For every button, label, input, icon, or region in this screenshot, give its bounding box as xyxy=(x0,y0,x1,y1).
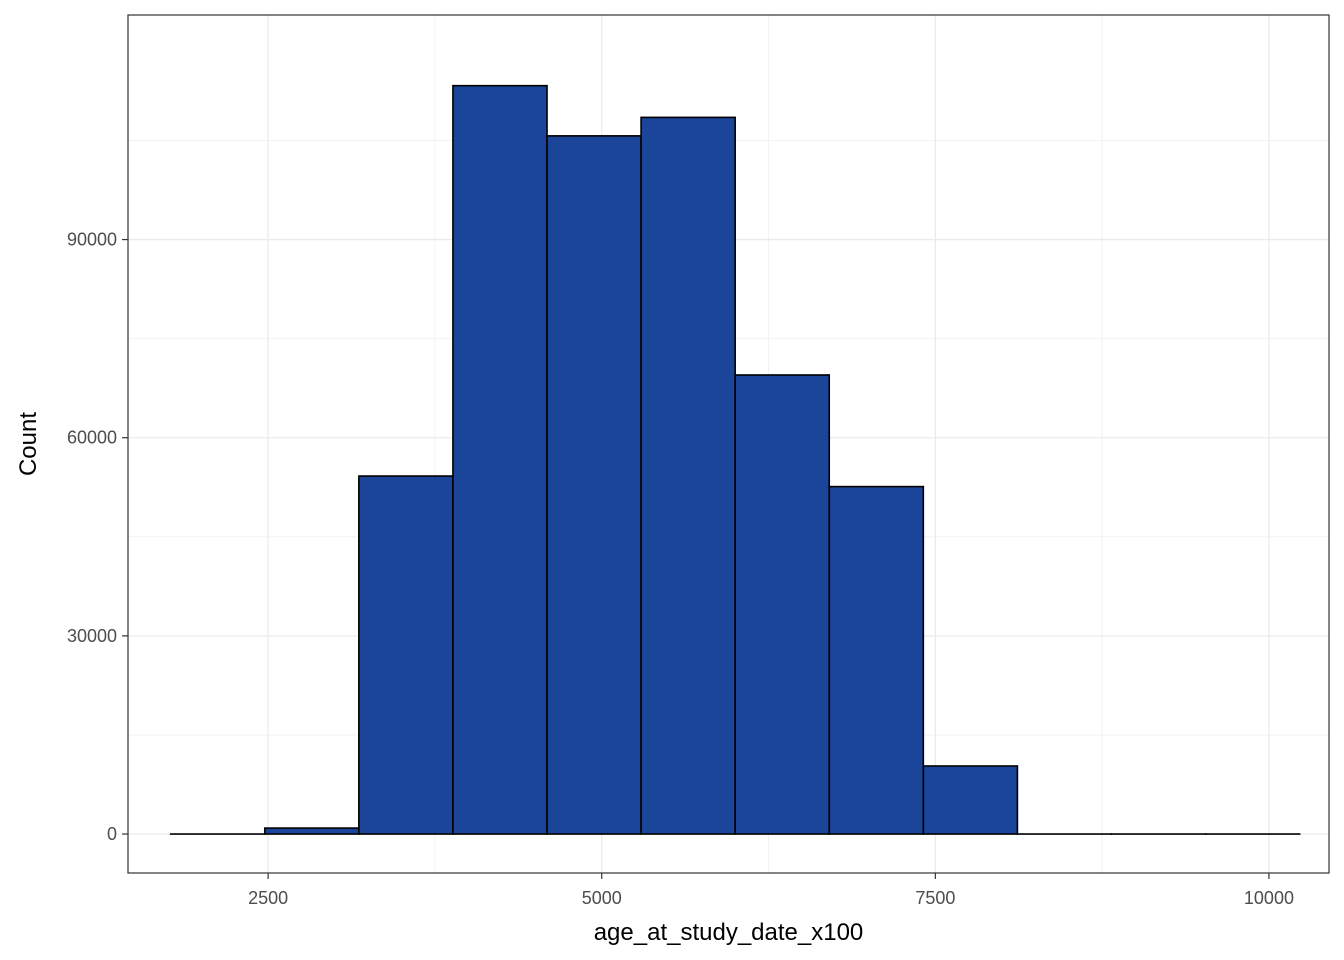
histogram-bar xyxy=(640,116,736,835)
histogram-bar xyxy=(734,374,831,835)
panel-border xyxy=(127,14,1330,874)
x-tick-label: 10000 xyxy=(1244,888,1294,908)
x-axis-ticks: 2500 5000 7500 10000 xyxy=(248,873,1294,908)
histogram-bar xyxy=(922,765,1019,835)
histogram-bar xyxy=(263,827,360,835)
x-tick-label: 2500 xyxy=(248,888,288,908)
x-tick-label: 5000 xyxy=(582,888,622,908)
y-tick-label: 30000 xyxy=(67,626,117,646)
x-tick-label: 7500 xyxy=(915,888,955,908)
histogram-bars xyxy=(169,84,1301,835)
x-axis-title: age_at_study_date_x100 xyxy=(594,919,864,946)
histogram-bar xyxy=(358,475,454,835)
y-tick-label: 0 xyxy=(107,824,117,844)
histogram-bar xyxy=(828,485,925,835)
histogram-bar xyxy=(546,135,642,835)
y-axis-title: Count xyxy=(15,412,42,476)
y-tick-label: 90000 xyxy=(67,230,117,250)
y-axis-ticks: 0 30000 60000 90000 xyxy=(67,230,128,844)
y-tick-label: 60000 xyxy=(67,428,117,448)
histogram-bar xyxy=(452,84,548,835)
